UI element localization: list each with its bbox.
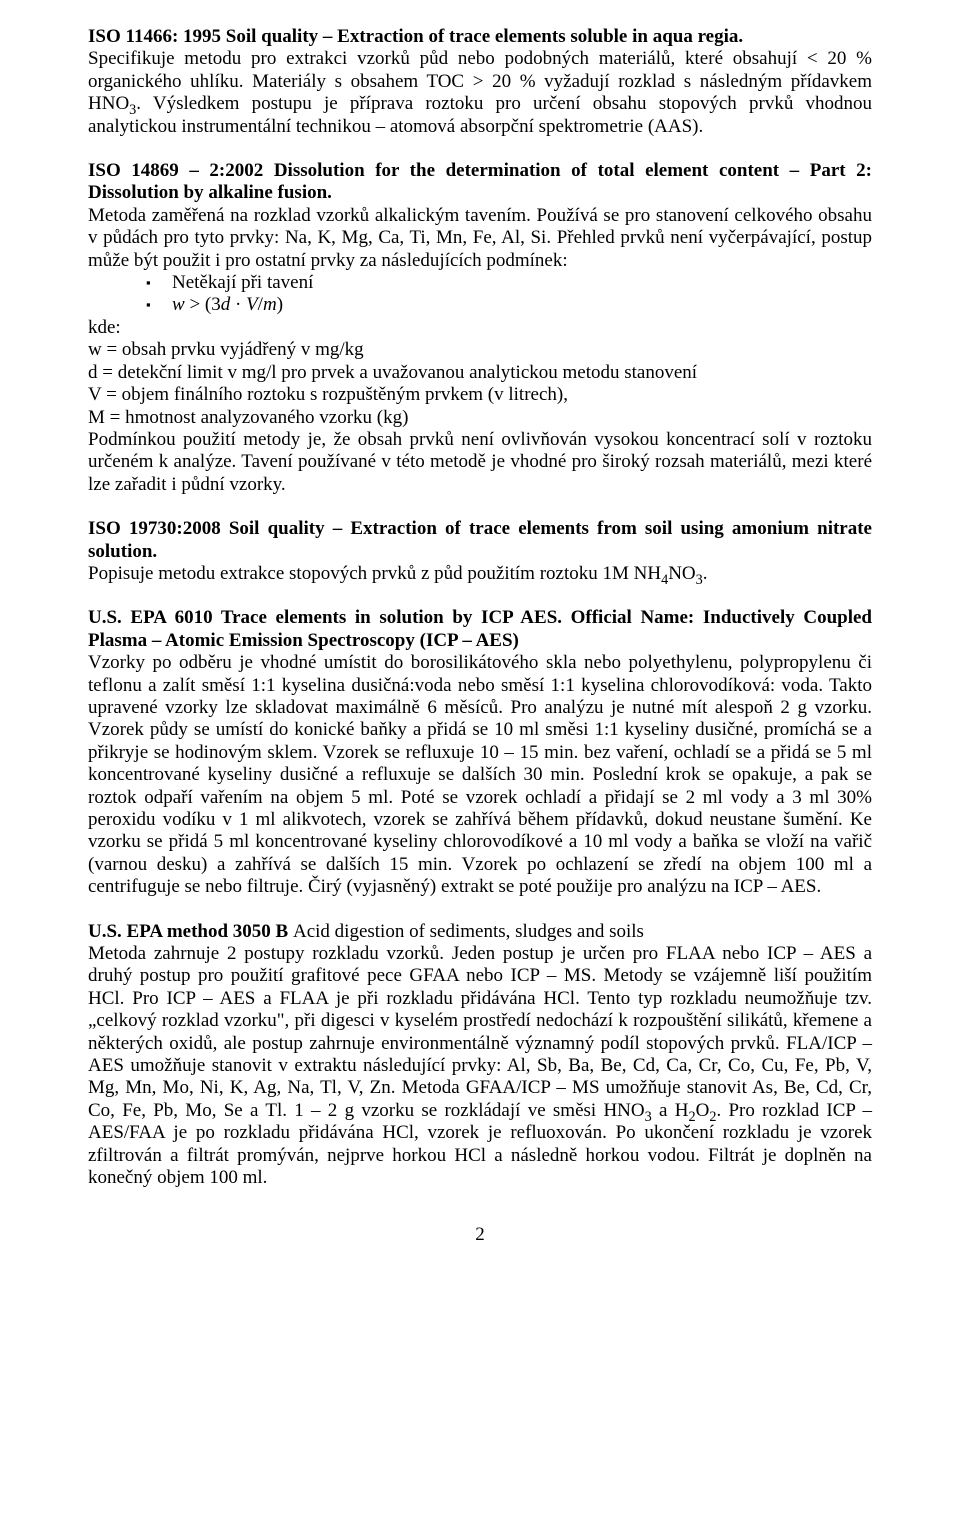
var-V: V (246, 294, 258, 315)
text: . (703, 563, 708, 584)
text: a H (652, 1100, 689, 1121)
section-title-rest: Acid digestion of sediments, sludges and… (293, 921, 644, 942)
text: O (696, 1100, 710, 1121)
text: Netěkají při tavení (172, 272, 313, 293)
definition-line: V = objem finálního roztoku s rozpuštěný… (88, 384, 872, 406)
text: > (3 (185, 294, 221, 315)
section-title: U.S. EPA 6010 Trace elements in solution… (88, 607, 872, 652)
document-page: ISO 11466: 1995 Soil quality – Extractio… (0, 0, 960, 1286)
definition-line: M = hmotnost analyzovaného vzorku (kg) (88, 407, 872, 429)
paragraph: Vzorky po odběru je vhodné umístit do bo… (88, 652, 872, 898)
section-title: ISO 14869 – 2:2002 Dissolution for the d… (88, 160, 872, 205)
section-iso-19730: ISO 19730:2008 Soil quality – Extraction… (88, 518, 872, 585)
var-m: m (263, 294, 277, 315)
var-d: d (221, 294, 231, 315)
section-title: ISO 11466: 1995 Soil quality – Extractio… (88, 26, 872, 48)
where-label: kde: (88, 317, 872, 339)
bullet-list: Netěkají při tavení w > (3d · V/m) (146, 272, 872, 317)
list-item: Netěkají při tavení (146, 272, 872, 294)
paragraph: Podmínkou použití metody je, že obsah pr… (88, 429, 872, 496)
section-title-bold: U.S. EPA method 3050 B (88, 921, 293, 942)
text: · (230, 294, 246, 315)
section-title-mixed: U.S. EPA method 3050 B Acid digestion of… (88, 921, 872, 943)
section-title: ISO 19730:2008 Soil quality – Extraction… (88, 518, 872, 563)
section-iso-11466: ISO 11466: 1995 Soil quality – Extractio… (88, 26, 872, 138)
subscript: 3 (696, 572, 703, 588)
text: Metoda zahrnuje 2 postupy rozkladu vzork… (88, 943, 872, 1121)
paragraph: Metoda zahrnuje 2 postupy rozkladu vzork… (88, 943, 872, 1189)
var-w: w (172, 294, 185, 315)
list-item: w > (3d · V/m) (146, 294, 872, 316)
text: Popisuje metodu extrakce stopových prvků… (88, 563, 661, 584)
paragraph: Popisuje metodu extrakce stopových prvků… (88, 563, 872, 585)
definition-line: d = detekční limit v mg/l pro prvek a uv… (88, 362, 872, 384)
definition-line: w = obsah prvku vyjádřený v mg/kg (88, 339, 872, 361)
paragraph: Metoda zaměřená na rozklad vzorků alkali… (88, 205, 872, 272)
text: NO (668, 563, 695, 584)
text: ) (277, 294, 283, 315)
section-epa-6010: U.S. EPA 6010 Trace elements in solution… (88, 607, 872, 898)
text: . Výsledkem postupu je příprava roztoku … (88, 93, 872, 136)
section-iso-14869: ISO 14869 – 2:2002 Dissolution for the d… (88, 160, 872, 496)
section-epa-3050b: U.S. EPA method 3050 B Acid digestion of… (88, 921, 872, 1190)
page-number: 2 (88, 1224, 872, 1246)
paragraph: Specifikuje metodu pro extrakci vzorků p… (88, 48, 872, 138)
